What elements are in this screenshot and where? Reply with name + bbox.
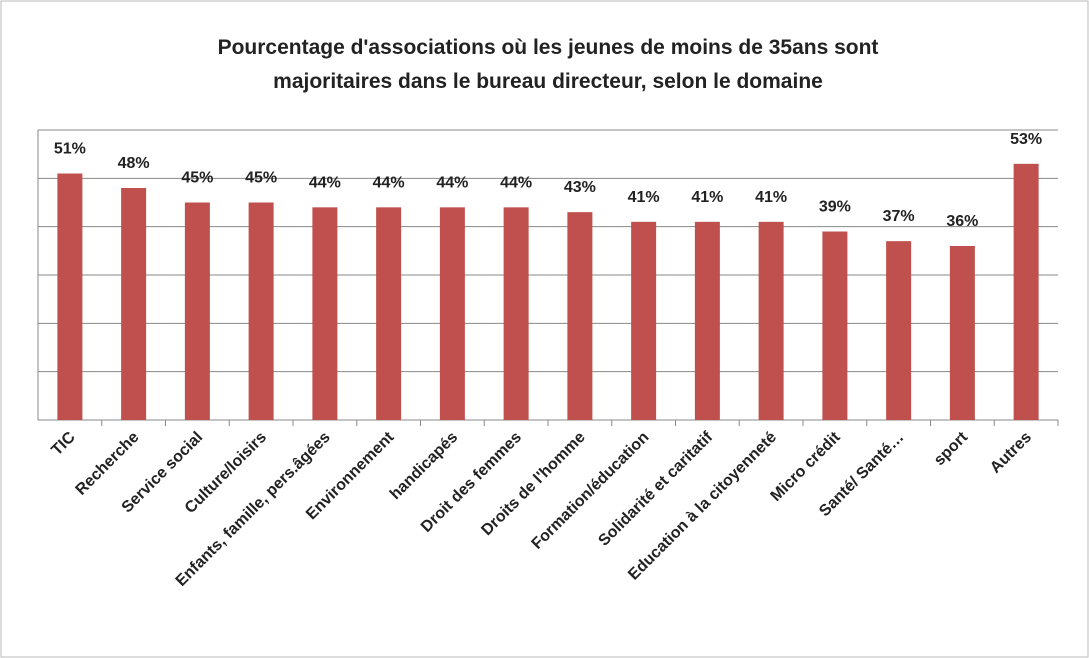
data-label: 44% bbox=[436, 174, 468, 191]
data-label: 48% bbox=[118, 155, 150, 172]
bar bbox=[631, 221, 657, 420]
data-label: 45% bbox=[181, 170, 213, 187]
bar bbox=[376, 207, 402, 420]
data-label: 39% bbox=[819, 199, 851, 216]
data-label: 53% bbox=[1010, 131, 1042, 148]
bar bbox=[57, 173, 83, 420]
bar bbox=[758, 221, 784, 420]
data-label: 43% bbox=[564, 179, 596, 196]
chart-title: Pourcentage d'associations où les jeunes… bbox=[218, 36, 879, 59]
data-label: 41% bbox=[755, 189, 787, 206]
bar bbox=[503, 207, 529, 420]
data-label: 37% bbox=[883, 208, 915, 225]
data-label: 44% bbox=[373, 174, 405, 191]
data-label: 41% bbox=[691, 189, 723, 206]
bar bbox=[312, 207, 338, 420]
bar bbox=[822, 231, 848, 420]
bar bbox=[121, 188, 147, 420]
data-label: 44% bbox=[500, 174, 532, 191]
data-label: 36% bbox=[946, 213, 978, 230]
chart-title: majoritaires dans le bureau directeur, s… bbox=[273, 70, 823, 93]
bar bbox=[248, 202, 274, 420]
bar bbox=[184, 202, 210, 420]
bar bbox=[567, 212, 593, 420]
bar bbox=[949, 246, 975, 420]
data-label: 44% bbox=[309, 174, 341, 191]
bar bbox=[439, 207, 465, 420]
bar bbox=[1013, 163, 1039, 421]
data-label: 41% bbox=[628, 189, 660, 206]
bar bbox=[694, 221, 720, 420]
bar bbox=[886, 241, 912, 420]
data-label: 45% bbox=[245, 170, 277, 187]
data-label: 51% bbox=[54, 141, 86, 158]
